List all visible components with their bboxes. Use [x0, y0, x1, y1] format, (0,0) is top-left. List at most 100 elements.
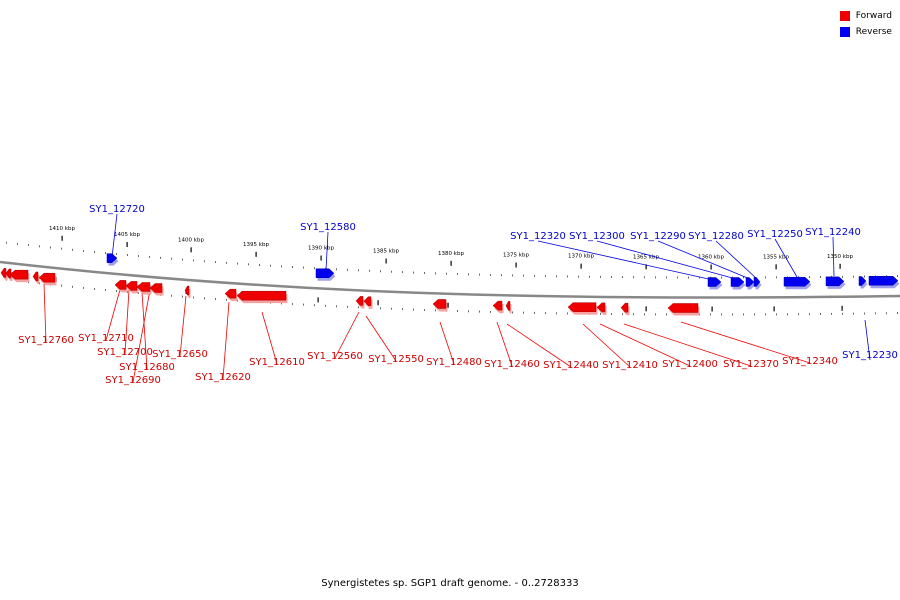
forward-gene-label: SY1_12760	[18, 335, 74, 346]
forward-gene-arrow	[236, 290, 288, 304]
kbp-tick-mark	[385, 258, 387, 264]
kbp-tick-label: 1400 kbp	[178, 237, 204, 243]
reverse-gene-arrow	[783, 276, 812, 290]
kbp-tick-label: 1375 kbp	[503, 253, 529, 259]
kbp-tick-label: 1355 kbp	[763, 254, 789, 260]
kbp-tick-mark	[126, 242, 128, 248]
leader-line	[141, 291, 148, 370]
leader-line	[325, 231, 329, 271]
kbp-tick-mark	[645, 264, 647, 270]
reverse-gene-label: SY1_12720	[89, 204, 145, 215]
forward-gene-label: SY1_12680	[119, 362, 175, 373]
leader-line	[105, 285, 122, 341]
inner-tick-mark	[645, 306, 647, 312]
kbp-tick-mark	[61, 235, 63, 241]
forward-gene-label: SY1_12700	[97, 347, 153, 358]
kbp-tick-label: 1405 kbp	[114, 232, 140, 238]
leader-line	[222, 301, 230, 380]
inner-tick-mark	[377, 300, 379, 306]
reverse-gene-arrow	[825, 276, 846, 289]
leader-line	[582, 323, 631, 368]
legend-forward: Forward	[839, 8, 892, 24]
forward-gene-arrow	[184, 285, 191, 299]
inner-tick-mark	[841, 305, 843, 311]
forward-gene-arrow	[567, 302, 598, 315]
reverse-gene-arrow	[858, 276, 868, 289]
leader-line	[864, 319, 871, 361]
reverse-gene-label: SY1_12320	[510, 231, 566, 242]
kbp-tick-mark	[710, 264, 712, 270]
forward-gene-label: SY1_12650	[152, 349, 208, 360]
reverse-gene-arrow	[106, 253, 119, 266]
reverse-gene-arrow	[745, 277, 756, 290]
kbp-tick-mark	[580, 263, 582, 269]
forward-gene-label: SY1_12550	[368, 354, 424, 365]
reverse-gene-arrow	[707, 277, 723, 290]
inner-tick-mark	[447, 302, 449, 308]
leader-line	[439, 321, 455, 365]
leader-line	[680, 321, 811, 364]
reverse-gene-arrow	[315, 268, 336, 281]
reverse-gene-label: SY1_12290	[630, 231, 686, 242]
forward-gene-label: SY1_12440	[543, 360, 599, 371]
reverse-swatch	[839, 27, 850, 37]
forward-gene-arrow	[363, 296, 373, 309]
reverse-gene-label: SY1_12230	[842, 350, 898, 361]
leader-line	[43, 283, 47, 343]
leader-line	[537, 240, 714, 281]
kbp-tick-mark	[320, 255, 322, 261]
forward-gene-label: SY1_12620	[195, 372, 251, 383]
leader-line	[623, 323, 752, 367]
leader-line	[179, 295, 187, 357]
forward-gene-arrow	[505, 301, 512, 314]
leader-line	[774, 238, 798, 278]
leader-line	[657, 240, 751, 280]
kbp-tick-label: 1410 kbp	[49, 226, 75, 232]
forward-gene-arrow	[136, 282, 152, 295]
forward-gene-arrow	[114, 280, 128, 293]
kbp-tick-mark	[255, 251, 257, 257]
forward-gene-arrow	[596, 302, 607, 315]
genome-caption: Synergistetes sp. SGP1 draft genome. - 0…	[321, 578, 579, 589]
kbp-tick-label: 1385 kbp	[373, 249, 399, 255]
label-leader-lines	[43, 213, 871, 383]
reverse-gene-arrow	[868, 275, 900, 289]
forward-swatch	[839, 11, 850, 21]
kbp-tick-mark	[190, 247, 192, 253]
forward-gene-arrow	[224, 288, 238, 302]
legend: Forward Reverse	[839, 8, 892, 40]
forward-gene-arrow	[125, 281, 139, 294]
inner-tick-mark	[711, 306, 713, 312]
legend-reverse-label: Reverse	[855, 27, 892, 37]
forward-gene-label: SY1_12400	[662, 359, 718, 370]
kbp-tick-label: 1365 kbp	[633, 254, 659, 260]
forward-gene-label: SY1_12370	[723, 359, 779, 370]
reverse-gene-label: SY1_12580	[300, 222, 356, 233]
legend-forward-label: Forward	[855, 11, 892, 21]
leader-line	[132, 289, 151, 383]
leader-line	[596, 240, 737, 280]
kbp-ticks: 1410 kbp 1405 kbp 1400 kbp 1395 kbp 1390 kbp…	[49, 226, 853, 312]
genome-backbone	[0, 260, 900, 299]
forward-gene-arrow	[667, 303, 700, 316]
forward-gene-arrow	[432, 299, 448, 312]
leader-line	[261, 311, 278, 365]
forward-gene-label: SY1_12560	[307, 351, 363, 362]
forward-gene-arrow	[9, 269, 30, 283]
kbp-tick-mark	[450, 260, 452, 266]
kbp-tick-mark	[515, 262, 517, 268]
kbp-tick-label: 1395 kbp	[243, 242, 269, 248]
reverse-gene-label: SY1_12280	[688, 231, 744, 242]
forward-gene-label: SY1_12710	[78, 333, 134, 344]
reverse-gene-label: SY1_12240	[805, 227, 861, 238]
forward-gene-arrow	[32, 271, 40, 284]
kbp-tick-mark	[839, 263, 841, 269]
leader-line	[506, 323, 572, 368]
gene-labels: SY1_12720 SY1_12580 SY1_12320 SY1_12300 SY1_…	[18, 204, 898, 386]
forward-gene-label: SY1_12410	[602, 360, 658, 371]
forward-gene-label: SY1_12610	[249, 357, 305, 368]
kbp-tick-label: 1390 kbp	[308, 246, 334, 252]
leader-line	[832, 236, 835, 277]
leader-line	[111, 213, 118, 258]
